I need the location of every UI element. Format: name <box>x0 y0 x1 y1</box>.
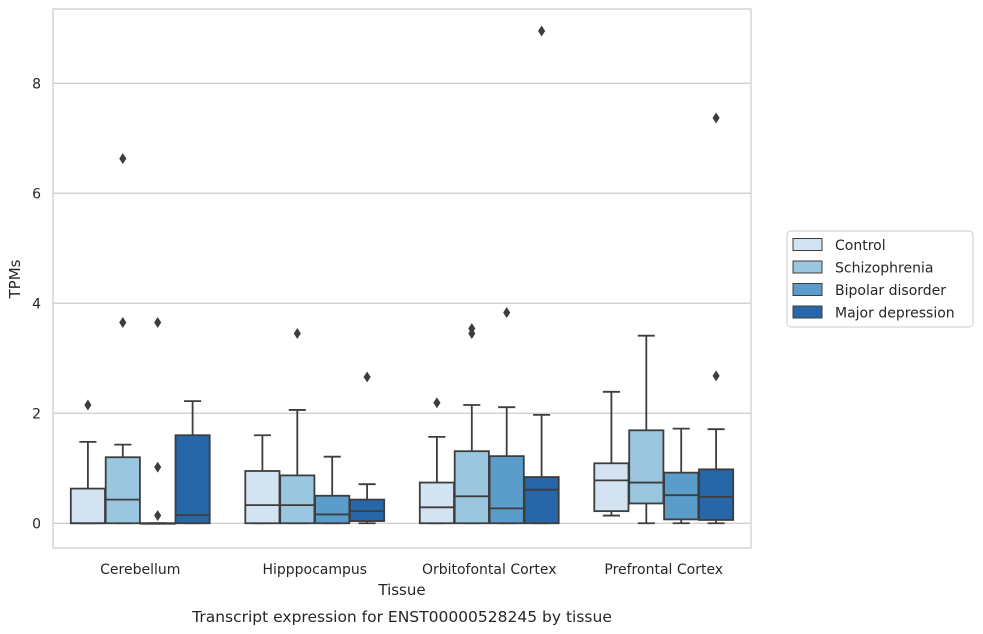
chart-caption: Transcript expression for ENST0000052824… <box>191 608 612 626</box>
outlier-point <box>119 153 127 165</box>
box <box>418 481 455 525</box>
x-tick-label: Orbitofontal Cortex <box>422 562 557 578</box>
box <box>174 434 211 525</box>
box <box>279 474 316 525</box>
outlier-point <box>154 317 162 328</box>
x-axis-label: Tissue <box>377 581 425 599</box>
legend-swatch <box>792 238 823 251</box>
y-tick-label: 4 <box>32 296 41 312</box>
legend-label: Control <box>835 238 886 254</box>
box-plot <box>628 334 665 525</box>
box-plot <box>453 323 490 525</box>
box <box>628 429 665 505</box>
grid-lines <box>53 82 751 524</box>
y-tick-label: 8 <box>32 76 41 92</box>
outlier-point <box>293 328 301 339</box>
box <box>453 450 490 525</box>
box-plot <box>244 434 281 525</box>
outlier-point <box>433 397 441 409</box>
box-plot <box>523 25 560 525</box>
box-plot <box>418 397 455 525</box>
x-tick-label: Prefrontal Cortex <box>604 562 723 578</box>
box-plot <box>69 399 106 525</box>
outlier-point <box>154 461 162 473</box>
plot-frame <box>52 8 752 549</box>
y-tick-label: 2 <box>32 406 41 422</box>
legend-swatch <box>792 260 823 274</box>
x-tick-label: Cerebellum <box>100 562 180 578</box>
box-plot <box>488 307 525 525</box>
box <box>314 494 351 525</box>
outlier-point <box>712 370 720 382</box>
outlier-point <box>538 25 546 37</box>
legend-frame <box>786 230 974 328</box>
legend-items: Control Schizophrenia Bipolar disorder Majo… <box>792 238 955 322</box>
box-plot <box>104 153 141 525</box>
box <box>698 468 735 521</box>
box <box>488 455 525 525</box>
box <box>593 462 630 513</box>
box-plot <box>279 328 316 525</box>
legend-swatch <box>792 283 823 296</box>
box-plot <box>174 400 211 525</box>
legend-swatch <box>792 305 823 319</box>
box <box>69 487 106 525</box>
box <box>104 456 141 525</box>
y-tick-label: 0 <box>32 516 41 532</box>
outlier-point <box>503 307 511 319</box>
y-tick-labels: 0 2 4 6 8 <box>32 76 41 532</box>
box <box>244 470 281 525</box>
legend: Control Schizophrenia Bipolar disorder Majo… <box>786 230 974 328</box>
legend-label: Schizophrenia <box>835 261 933 277</box>
box-plot <box>663 427 700 525</box>
legend-label: Major depression <box>835 306 955 322</box>
box-plot <box>139 317 176 525</box>
box-plot <box>314 455 351 525</box>
box-plot <box>349 371 386 525</box>
y-axis-label: TPMs <box>6 259 24 299</box>
box-groups <box>69 25 735 525</box>
box <box>523 476 560 525</box>
x-tick-label: Hipppocampus <box>262 562 367 578</box>
outlier-point <box>154 510 162 522</box>
outlier-point <box>84 399 92 411</box>
outlier-point <box>119 317 127 328</box>
y-tick-label: 6 <box>32 186 41 202</box>
box-plot <box>698 112 735 525</box>
outlier-point <box>363 371 371 383</box>
outlier-point <box>468 323 476 335</box>
x-tick-labels: Cerebellum Hipppocampus Orbitofontal Corte… <box>100 562 723 578</box>
legend-label: Bipolar disorder <box>835 283 946 299</box>
box-plot <box>593 390 630 517</box>
outlier-point <box>712 112 720 124</box>
